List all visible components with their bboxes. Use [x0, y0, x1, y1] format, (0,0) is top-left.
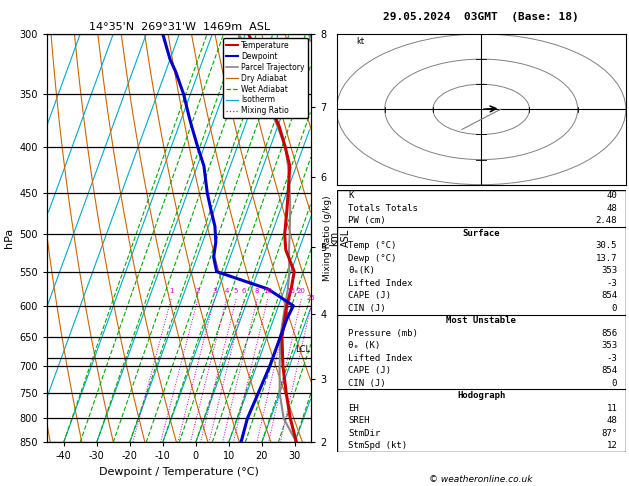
Text: Dewp (°C): Dewp (°C) — [348, 254, 396, 263]
Text: Hodograph: Hodograph — [457, 391, 505, 400]
Text: K: K — [348, 191, 353, 200]
Text: Totals Totals: Totals Totals — [348, 204, 418, 213]
Y-axis label: km
ASL: km ASL — [330, 229, 351, 247]
Text: CAPE (J): CAPE (J) — [348, 366, 391, 375]
Text: PW (cm): PW (cm) — [348, 216, 386, 226]
Text: 20: 20 — [297, 288, 306, 294]
Text: SREH: SREH — [348, 416, 370, 425]
Text: 6: 6 — [242, 288, 247, 294]
Text: Pressure (mb): Pressure (mb) — [348, 329, 418, 338]
Text: 353: 353 — [601, 341, 617, 350]
Text: 40: 40 — [606, 191, 617, 200]
Text: 3: 3 — [212, 288, 216, 294]
Text: 8: 8 — [255, 288, 260, 294]
Text: Temp (°C): Temp (°C) — [348, 241, 396, 250]
Text: 4: 4 — [225, 288, 229, 294]
Text: 13.7: 13.7 — [596, 254, 617, 263]
Text: Lifted Index: Lifted Index — [348, 354, 413, 363]
Text: 1: 1 — [169, 288, 174, 294]
Text: 854: 854 — [601, 366, 617, 375]
Legend: Temperature, Dewpoint, Parcel Trajectory, Dry Adiabat, Wet Adiabat, Isotherm, Mi: Temperature, Dewpoint, Parcel Trajectory… — [223, 38, 308, 119]
Text: LCL: LCL — [295, 345, 310, 354]
Text: -3: -3 — [606, 354, 617, 363]
Text: θₑ(K): θₑ(K) — [348, 266, 375, 275]
Text: 12: 12 — [606, 441, 617, 450]
Text: 856: 856 — [601, 329, 617, 338]
Text: 29.05.2024  03GMT  (Base: 18): 29.05.2024 03GMT (Base: 18) — [383, 12, 579, 22]
Text: Mixing Ratio (g/kg): Mixing Ratio (g/kg) — [323, 195, 331, 281]
Y-axis label: hPa: hPa — [4, 228, 14, 248]
Text: CIN (J): CIN (J) — [348, 379, 386, 388]
Text: Surface: Surface — [462, 229, 500, 238]
Text: 0: 0 — [612, 304, 617, 313]
Text: 48: 48 — [606, 204, 617, 213]
Text: CIN (J): CIN (J) — [348, 304, 386, 313]
Text: 2.48: 2.48 — [596, 216, 617, 226]
Text: Most Unstable: Most Unstable — [446, 316, 516, 325]
Title: 14°35'N  269°31'W  1469m  ASL: 14°35'N 269°31'W 1469m ASL — [89, 22, 270, 32]
Text: 30.5: 30.5 — [596, 241, 617, 250]
Text: Lifted Index: Lifted Index — [348, 279, 413, 288]
Text: StmSpd (kt): StmSpd (kt) — [348, 441, 407, 450]
Text: StmDir: StmDir — [348, 429, 381, 438]
Text: 10: 10 — [263, 288, 272, 294]
Text: -3: -3 — [606, 279, 617, 288]
Text: 854: 854 — [601, 291, 617, 300]
Text: 5: 5 — [234, 288, 238, 294]
Text: © weatheronline.co.uk: © weatheronline.co.uk — [430, 474, 533, 484]
Text: 0: 0 — [612, 379, 617, 388]
Text: 48: 48 — [606, 416, 617, 425]
Text: 87°: 87° — [601, 429, 617, 438]
Text: 11: 11 — [606, 404, 617, 413]
Text: 2: 2 — [196, 288, 200, 294]
Text: 353: 353 — [601, 266, 617, 275]
Text: kt: kt — [356, 37, 364, 46]
Text: θₑ (K): θₑ (K) — [348, 341, 381, 350]
Text: 25: 25 — [307, 295, 316, 301]
Text: CAPE (J): CAPE (J) — [348, 291, 391, 300]
Text: 16: 16 — [286, 288, 295, 294]
Text: EH: EH — [348, 404, 359, 413]
X-axis label: Dewpoint / Temperature (°C): Dewpoint / Temperature (°C) — [99, 467, 259, 477]
